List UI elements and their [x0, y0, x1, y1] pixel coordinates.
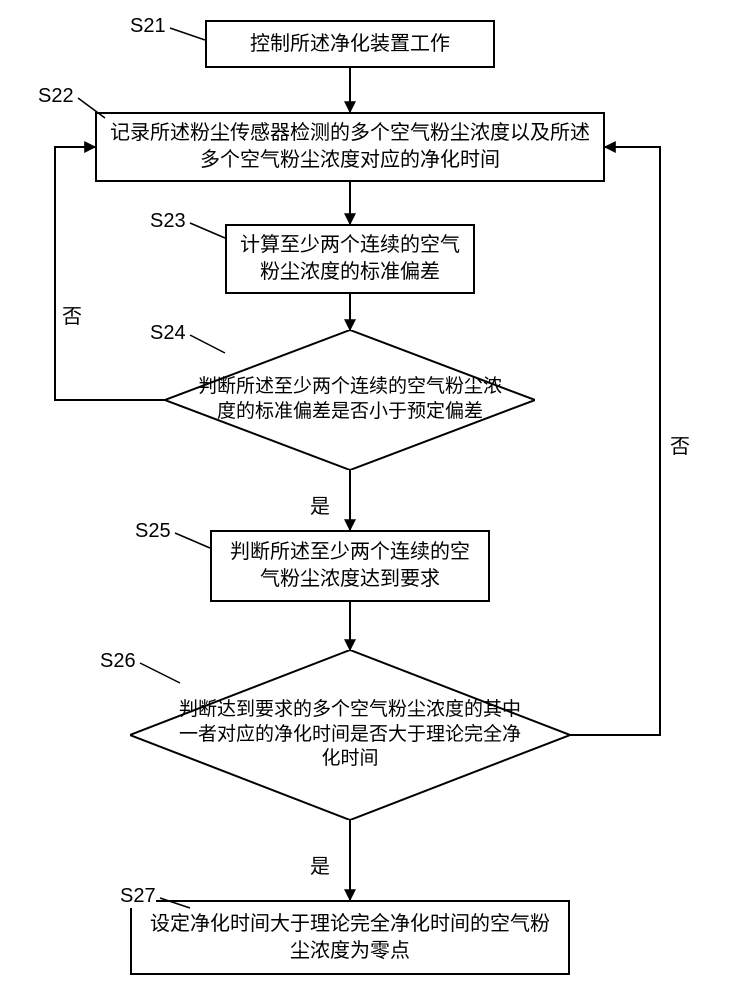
edge-label-s26-yes: 是 [310, 850, 330, 879]
node-s26-text: 判断达到要求的多个空气粉尘浓度的其中一者对应的净化时间是否大于理论完全净化时间 [170, 698, 530, 772]
step-label-s23: S23 [150, 210, 186, 233]
node-s22-text: 记录所述粉尘传感器检测的多个空气粉尘浓度以及所述多个空气粉尘浓度对应的净化时间 [107, 120, 593, 174]
node-s24: 判断所述至少两个连续的空气粉尘浓度的标准偏差是否小于预定偏差 [165, 330, 535, 470]
node-s27-text: 设定净化时间大于理论完全净化时间的空气粉尘浓度为零点 [142, 911, 558, 965]
node-s25: 判断所述至少两个连续的空气粉尘浓度达到要求 [210, 530, 490, 602]
step-label-s24: S24 [150, 322, 186, 345]
step-label-s22: S22 [38, 85, 74, 108]
leader-s25 [175, 533, 210, 548]
node-s25-text: 判断所述至少两个连续的空气粉尘浓度达到要求 [222, 539, 478, 593]
edge-label-s26-no: 否 [670, 430, 690, 459]
node-s27: 设定净化时间大于理论完全净化时间的空气粉尘浓度为零点 [130, 900, 570, 975]
node-s21-text: 控制所述净化装置工作 [250, 31, 450, 58]
node-s21: 控制所述净化装置工作 [205, 20, 495, 68]
leader-s21 [170, 28, 205, 40]
step-label-s26: S26 [100, 650, 136, 673]
node-s23: 计算至少两个连续的空气粉尘浓度的标准偏差 [225, 224, 475, 294]
node-s22: 记录所述粉尘传感器检测的多个空气粉尘浓度以及所述多个空气粉尘浓度对应的净化时间 [95, 112, 605, 182]
step-label-s27: S27 [120, 885, 156, 908]
edge-label-s24-no: 否 [62, 300, 82, 329]
node-s26: 判断达到要求的多个空气粉尘浓度的其中一者对应的净化时间是否大于理论完全净化时间 [130, 650, 570, 820]
step-label-s21: S21 [130, 15, 166, 38]
leader-s23 [190, 223, 225, 238]
edge-s26-no [570, 147, 660, 735]
edge-s24-no [55, 147, 165, 400]
edge-label-s24-yes: 是 [310, 490, 330, 519]
flowchart-canvas: 控制所述净化装置工作 记录所述粉尘传感器检测的多个空气粉尘浓度以及所述多个空气粉… [0, 0, 734, 1000]
node-s24-text: 判断所述至少两个连续的空气粉尘浓度的标准偏差是否小于预定偏差 [193, 375, 507, 424]
step-label-s25: S25 [135, 520, 171, 543]
node-s23-text: 计算至少两个连续的空气粉尘浓度的标准偏差 [237, 232, 463, 286]
